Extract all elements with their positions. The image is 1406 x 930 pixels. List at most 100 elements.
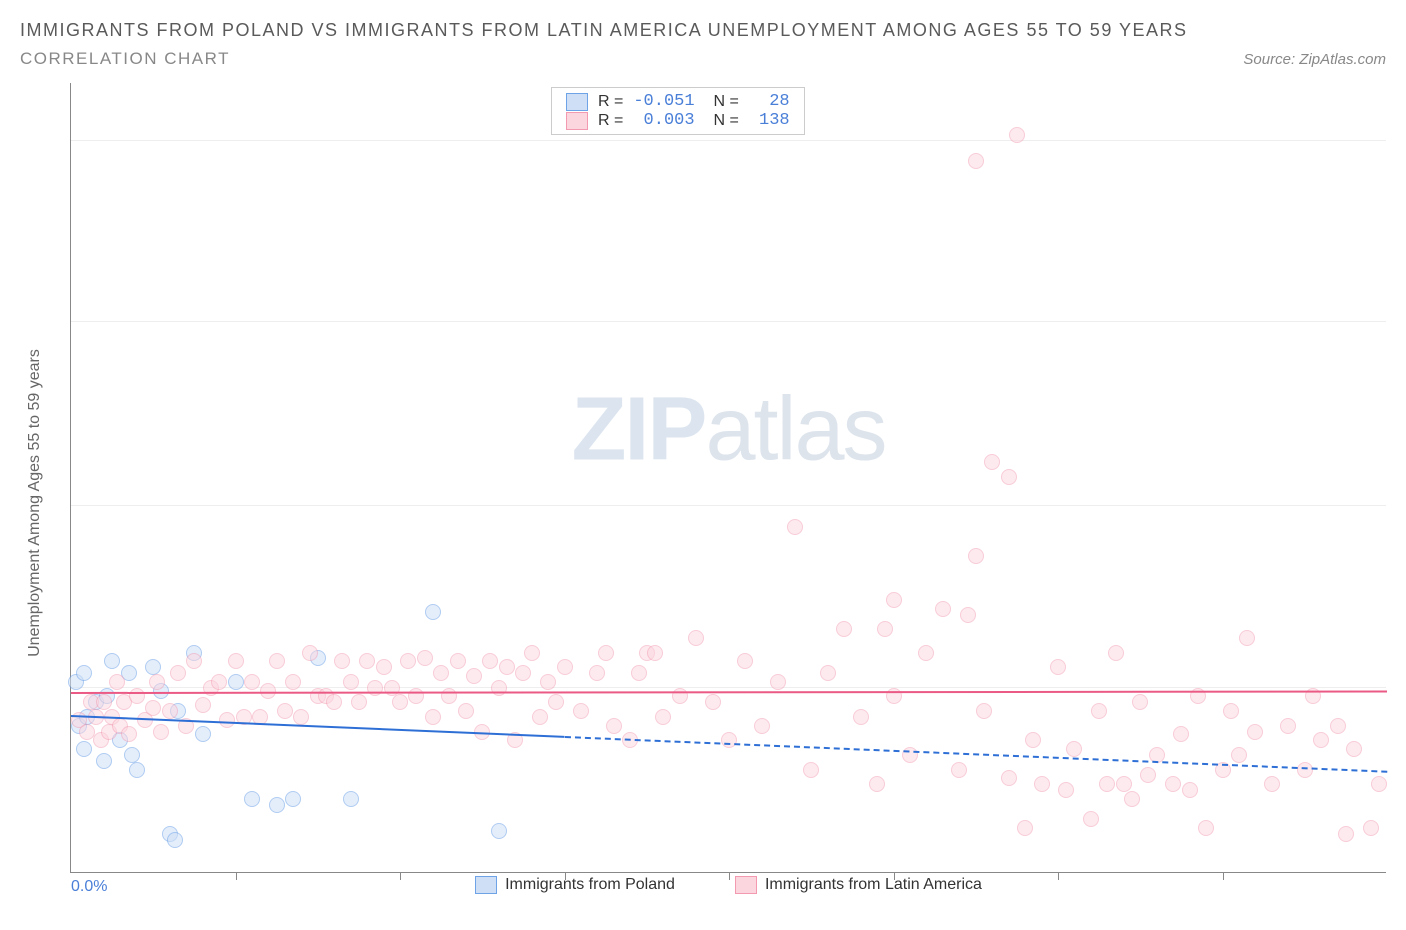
data-point: [343, 674, 359, 690]
data-point: [1025, 732, 1041, 748]
data-point: [351, 694, 367, 710]
data-point: [754, 718, 770, 734]
data-point: [334, 653, 350, 669]
x-tick: [565, 872, 566, 880]
data-point: [1338, 826, 1354, 842]
data-point: [417, 650, 433, 666]
data-point: [631, 665, 647, 681]
chart-title: IMMIGRANTS FROM POLAND VS IMMIGRANTS FRO…: [20, 20, 1386, 41]
data-point: [1330, 718, 1346, 734]
subtitle-row: CORRELATION CHART Source: ZipAtlas.com: [20, 49, 1386, 69]
source-attribution: Source: ZipAtlas.com: [1243, 51, 1386, 68]
legend-r-poland: -0.051: [633, 92, 694, 111]
data-point: [96, 694, 112, 710]
grid-line: [71, 321, 1386, 322]
legend-n-poland: 28: [749, 92, 790, 111]
data-point: [770, 674, 786, 690]
data-point: [853, 709, 869, 725]
watermark-heavy: ZIP: [571, 380, 705, 480]
data-point: [76, 741, 92, 757]
grid-line: [71, 140, 1386, 141]
data-point: [326, 694, 342, 710]
swatch-poland: [566, 93, 588, 111]
data-point: [149, 674, 165, 690]
data-point: [1058, 782, 1074, 798]
data-point: [968, 548, 984, 564]
legend-row-poland: R = -0.051 N = 28: [566, 92, 790, 111]
data-point: [573, 703, 589, 719]
data-point: [606, 718, 622, 734]
data-point: [482, 653, 498, 669]
data-point: [1009, 127, 1025, 143]
data-point: [129, 688, 145, 704]
data-point: [359, 653, 375, 669]
data-point: [918, 645, 934, 661]
data-point: [721, 732, 737, 748]
data-point: [1165, 776, 1181, 792]
data-point: [219, 712, 235, 728]
legend-n-label: N =: [705, 93, 739, 111]
legend-n-latin: 138: [749, 111, 790, 130]
data-point: [655, 709, 671, 725]
data-point: [129, 762, 145, 778]
data-point: [145, 659, 161, 675]
data-point: [960, 607, 976, 623]
legend-item-latin: Immigrants from Latin America: [735, 876, 982, 894]
data-point: [1108, 645, 1124, 661]
x-tick: [729, 872, 730, 880]
data-point: [598, 645, 614, 661]
data-point: [425, 604, 441, 620]
data-point: [1066, 741, 1082, 757]
watermark-light: atlas: [705, 380, 885, 480]
data-point: [195, 726, 211, 742]
data-point: [1124, 791, 1140, 807]
data-point: [820, 665, 836, 681]
data-point: [1050, 659, 1066, 675]
data-point: [1116, 776, 1132, 792]
plot-region: ZIPatlas R = -0.051 N = 28 R = 0.003 N =…: [70, 83, 1386, 873]
data-point: [392, 694, 408, 710]
data-point: [1280, 718, 1296, 734]
data-point: [737, 653, 753, 669]
data-point: [1034, 776, 1050, 792]
data-point: [260, 683, 276, 699]
data-point: [124, 747, 140, 763]
source-label: Source:: [1243, 51, 1295, 68]
data-point: [343, 791, 359, 807]
data-point: [803, 762, 819, 778]
x-tick: [894, 872, 895, 880]
data-point: [167, 832, 183, 848]
data-point: [1239, 630, 1255, 646]
data-point: [984, 454, 1000, 470]
data-point: [548, 694, 564, 710]
data-point: [211, 674, 227, 690]
legend-r-label: R =: [598, 112, 623, 130]
data-point: [1083, 811, 1099, 827]
data-point: [1099, 776, 1115, 792]
data-point: [532, 709, 548, 725]
legend-r-label: R =: [598, 93, 623, 111]
data-point: [524, 645, 540, 661]
data-point: [1182, 782, 1198, 798]
data-point: [433, 665, 449, 681]
data-point: [1223, 703, 1239, 719]
data-point: [425, 709, 441, 725]
chart-area: Unemployment Among Ages 55 to 59 years Z…: [20, 83, 1386, 893]
data-point: [285, 791, 301, 807]
data-point: [1371, 776, 1387, 792]
correlation-legend: R = -0.051 N = 28 R = 0.003 N = 138: [551, 87, 805, 135]
data-point: [162, 703, 178, 719]
data-point: [968, 153, 984, 169]
data-point: [499, 659, 515, 675]
data-point: [458, 703, 474, 719]
legend-item-poland: Immigrants from Poland: [475, 876, 675, 894]
data-point: [1001, 469, 1017, 485]
data-point: [1264, 776, 1280, 792]
data-point: [557, 659, 573, 675]
data-point: [153, 724, 169, 740]
data-point: [277, 703, 293, 719]
data-point: [121, 726, 137, 742]
data-point: [145, 700, 161, 716]
data-point: [935, 601, 951, 617]
data-point: [688, 630, 704, 646]
